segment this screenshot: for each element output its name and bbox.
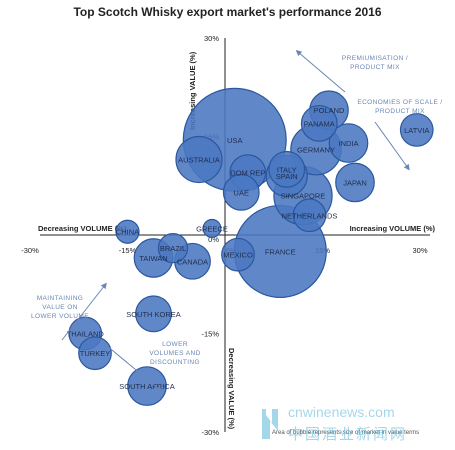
bubble-label-taiwan: TAIWAN (139, 254, 167, 263)
bubble-label-uae: UAE (234, 188, 249, 197)
bubble-japan (335, 162, 375, 203)
watermark: cnwinenews.com 中国酒业新闻网 (258, 403, 450, 447)
x-tick-label: 30% (412, 246, 427, 255)
watermark-site-name: 中国酒业新闻网 (288, 426, 408, 443)
note-lower: DISCOUNTING (150, 359, 200, 366)
bubble-turkey (78, 336, 112, 371)
bubble-label-singapore: SINGAPORE (281, 192, 326, 201)
watermark-url: cnwinenews.com (288, 404, 395, 420)
x-axis-title-left: Decreasing VOLUME (%) (38, 224, 127, 233)
watermark-logo-icon (262, 409, 278, 439)
chart-footnote: Area of bubble represents size of market… (272, 430, 420, 436)
y-tick-label: 0% (208, 235, 219, 244)
y-axis-title-bottom: Decreasing VALUE (%) (227, 348, 236, 430)
bubble-netherlands (292, 198, 327, 233)
bubble-label-south-africa: SOUTH AFRICA (119, 382, 174, 391)
bubble-label-france: FRANCE (265, 247, 296, 256)
chart-title: Top Scotch Whisky export market's perfor… (73, 5, 382, 19)
bubble-greece (202, 218, 222, 238)
bubble-label-australia: AUSTRALIA (178, 155, 220, 164)
arrow-economies (374, 121, 410, 171)
y-axis-title-top: Increasing VALUE (%) (188, 51, 197, 130)
x-axis-title-right: Increasing VOLUME (%) (350, 224, 436, 233)
bubble-south-korea (135, 295, 172, 333)
bubble-brazil (157, 232, 189, 264)
bubble-south-africa (127, 366, 167, 406)
bubble-label-greece: GREECE (196, 224, 228, 233)
y-tick-label: -30% (201, 428, 219, 437)
bubble-uae (222, 173, 260, 211)
note-premiumisation: PRODUCT MIX (350, 64, 400, 71)
bubble-label-brazil: BRAZIL (160, 244, 186, 253)
y-tick-label: 30% (204, 34, 219, 43)
bubble-china (115, 219, 140, 244)
bubble-label-poland: POLAND (314, 106, 345, 115)
bubble-label-thailand: THAILAND (67, 330, 105, 339)
bubble-australia (175, 135, 223, 184)
arrow-premiumisation (295, 50, 346, 93)
bubble-latvia (399, 113, 434, 147)
arrow-lower (105, 344, 163, 392)
bubble-mexico (221, 237, 255, 272)
bubble-label-south-korea: SOUTH KOREA (126, 310, 181, 319)
x-tick-label: -15% (119, 246, 137, 255)
bubble-italy (268, 150, 306, 188)
bubble-label-spain: SPAIN (276, 172, 298, 181)
note-lower: VOLUMES AND (149, 350, 200, 357)
note-maintaining: MAINTAINING (37, 295, 84, 302)
bubble-label-netherlands: NETHERLANDS (282, 211, 338, 220)
arrow-maintaining (61, 282, 107, 341)
bubble-label-mexico: MEXICO (223, 251, 253, 260)
note-economies: PRODUCT MIX (375, 108, 425, 115)
bubble-panama (300, 104, 338, 142)
note-maintaining: VALUE ON (42, 304, 78, 311)
note-premiumisation: PREMIUMISATION / (342, 55, 408, 62)
note-lower: LOWER (162, 341, 188, 348)
bubble-label-canada: CANADA (177, 257, 208, 266)
x-tick-label: -30% (21, 246, 39, 255)
bubble-label-germany: GERMANY (297, 146, 335, 155)
note-maintaining: LOWER VOLUME (31, 313, 89, 320)
bubble-label-china: CHINA (116, 228, 139, 237)
bubble-label-turkey: TURKEY (80, 349, 110, 358)
bubble-india (328, 123, 369, 163)
bubble-label-dom-rep: DOM REP (230, 169, 265, 178)
bubble-label-japan: JAPAN (343, 178, 367, 187)
bubble-label-panama: PANAMA (304, 119, 335, 128)
bubble-label-india: INDIA (338, 139, 358, 148)
note-economies: ECONOMIES OF SCALE / (357, 99, 442, 106)
bubble-label-italy: ITALY (277, 165, 297, 174)
bubble-label-latvia: LATVIA (404, 126, 429, 135)
y-tick-label: -15% (201, 330, 219, 339)
bubble-label-usa: USA (227, 136, 242, 145)
